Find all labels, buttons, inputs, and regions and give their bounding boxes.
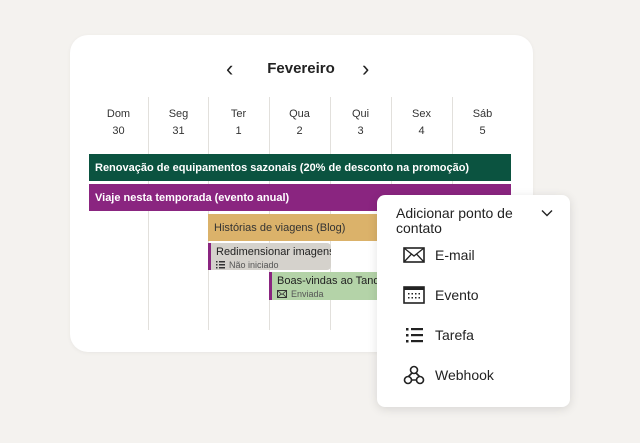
chevron-down-icon[interactable] xyxy=(541,209,553,217)
task-item[interactable]: Boas-vindas ao Tandem Enviada xyxy=(269,272,383,300)
day-name: Dom xyxy=(106,108,131,120)
day-name: Sáb xyxy=(472,108,493,120)
day-name: Qua xyxy=(289,108,310,120)
day-name: Sex xyxy=(412,108,431,120)
menu-item-email[interactable]: E-mail xyxy=(403,244,475,266)
event-bar[interactable]: Histórias de viagens (Blog) xyxy=(208,214,383,241)
day-number: 2 xyxy=(296,125,303,137)
menu-item-label: Webhook xyxy=(435,367,494,383)
task-label: Boas-vindas ao Tandem xyxy=(277,275,383,287)
month-title: Fevereiro xyxy=(267,60,335,77)
list-icon xyxy=(406,328,423,343)
add-touchpoint-menu: Adicionar ponto de contato E-mail Evento… xyxy=(377,195,570,407)
menu-item-event[interactable]: Evento xyxy=(403,284,479,306)
menu-item-label: E-mail xyxy=(435,247,475,263)
divider xyxy=(330,97,331,330)
event-bar[interactable]: Renovação de equipamentos sazonais (20% … xyxy=(89,154,511,181)
day-number: 31 xyxy=(172,125,185,137)
day-number: 4 xyxy=(418,125,425,137)
task-item[interactable]: Redimensionar imagens Não iniciado xyxy=(208,243,331,270)
day-number: 30 xyxy=(112,125,125,137)
mail-icon xyxy=(403,247,425,263)
event-label: Histórias de viagens (Blog) xyxy=(214,221,346,234)
day-name: Ter xyxy=(230,108,247,120)
day-name: Seg xyxy=(168,108,189,120)
menu-item-label: Evento xyxy=(435,287,479,303)
day-number: 3 xyxy=(357,125,364,137)
next-month-button[interactable]: › xyxy=(362,56,370,81)
menu-item-task[interactable]: Tarefa xyxy=(403,324,474,346)
divider xyxy=(269,97,270,330)
menu-item-webhook[interactable]: Webhook xyxy=(403,364,494,386)
prev-month-button[interactable]: ‹ xyxy=(226,56,234,81)
event-label: Viaje nesta temporada (evento anual) xyxy=(95,191,290,204)
day-number: 5 xyxy=(479,125,486,137)
event-label: Renovação de equipamentos sazonais (20% … xyxy=(95,161,470,174)
menu-title: Adicionar ponto de contato xyxy=(396,205,513,236)
divider xyxy=(208,97,209,330)
calendar-icon xyxy=(403,286,425,304)
task-status: Enviada xyxy=(291,289,324,299)
day-name: Qui xyxy=(351,108,370,120)
webhook-icon xyxy=(403,365,425,385)
menu-item-label: Tarefa xyxy=(435,327,474,343)
mail-icon xyxy=(277,290,287,298)
day-number: 1 xyxy=(235,125,242,137)
task-label: Redimensionar imagens xyxy=(216,246,331,258)
divider xyxy=(148,97,149,330)
task-status: Não iniciado xyxy=(229,260,279,270)
list-icon xyxy=(216,261,225,269)
